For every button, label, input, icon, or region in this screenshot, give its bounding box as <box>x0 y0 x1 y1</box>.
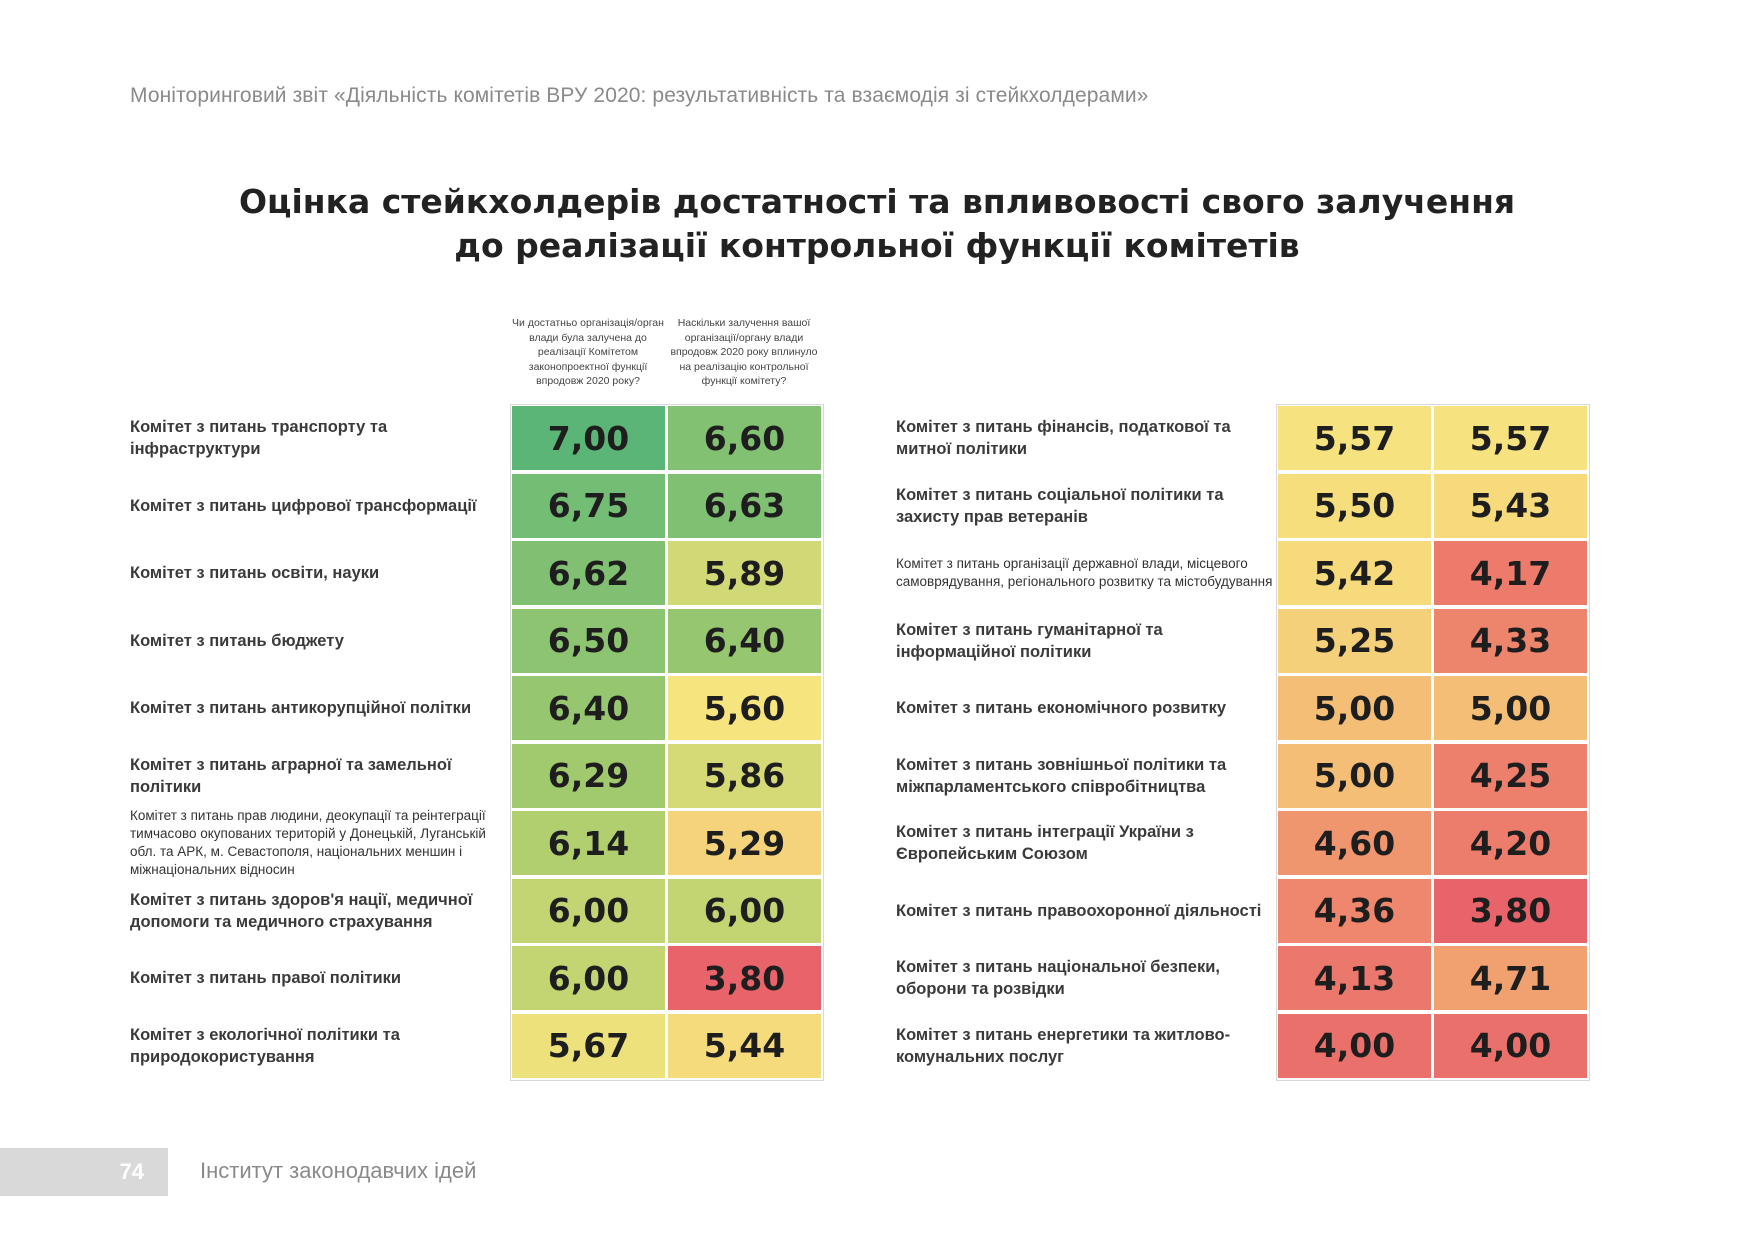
committee-label: Комітет з питань інтеграції України з Єв… <box>896 823 1194 863</box>
committee-label: Комітет з питань гуманітарної та інформа… <box>896 620 1163 661</box>
score-cell-influence: 6,40 <box>668 608 821 673</box>
score-cell-influence: 5,57 <box>1434 406 1587 470</box>
score-cell-sufficiency: 6,29 <box>512 743 665 808</box>
chart-title-line-1: Оцінка стейкхолдерів достатності та впли… <box>238 182 1516 221</box>
score-cell-sufficiency: 6,00 <box>512 946 665 1010</box>
score-cell-influence: 6,63 <box>668 473 821 538</box>
committee-label: Комітет з питань аграрної та замельної п… <box>130 755 452 796</box>
score-cell-influence: 5,89 <box>668 541 821 605</box>
chart-title-line-2: до реалізації контрольної функції коміте… <box>454 226 1300 265</box>
score-cell-influence: 3,80 <box>668 946 821 1010</box>
committee-label: Комітет з питань зовнішньої політики та … <box>896 755 1227 796</box>
score-cell-sufficiency: 5,57 <box>1278 406 1431 470</box>
committee-label: Комітет з питань національної безпеки, о… <box>896 958 1220 998</box>
score-cell-influence: 4,33 <box>1434 608 1587 673</box>
committee-label: Комітет з питань освіти, науки <box>130 564 380 582</box>
score-cell-sufficiency: 6,40 <box>512 676 665 740</box>
score-cell-sufficiency: 5,42 <box>1278 541 1431 605</box>
score-cell-sufficiency: 4,60 <box>1278 811 1431 875</box>
score-cell-sufficiency: 5,25 <box>1278 608 1431 673</box>
committee-label: Комітет з питань правоохоронної діяльнос… <box>896 901 1262 920</box>
right-table-frame <box>1276 404 1590 1081</box>
score-cell-influence: 4,71 <box>1434 946 1587 1010</box>
score-cell-influence: 3,80 <box>1434 878 1587 943</box>
committee-label: Комітет з питань енергетики та житлово-к… <box>896 1025 1231 1066</box>
score-cell-influence: 5,00 <box>1434 676 1587 740</box>
score-cell-sufficiency: 5,00 <box>1278 676 1431 740</box>
score-cell-influence: 5,60 <box>668 676 821 740</box>
score-cell-sufficiency: 5,67 <box>512 1013 665 1078</box>
committee-label: Комітет з питань цифрової трансформації <box>130 496 477 515</box>
footer-institute: Інститут законодавчих ідей <box>200 1158 477 1183</box>
committee-label: Комітет з питань антикорупційної політки <box>130 699 472 717</box>
committee-label: Комітет з питань фінансів, податкової та… <box>896 418 1231 458</box>
page-number: 74 <box>0 1148 168 1196</box>
score-cell-influence: 5,86 <box>668 743 821 808</box>
score-cell-sufficiency: 6,00 <box>512 878 665 943</box>
score-cell-sufficiency: 5,00 <box>1278 743 1431 808</box>
committee-label: Комітет з питань здоров'я нації, медично… <box>130 890 473 931</box>
score-cell-influence: 5,43 <box>1434 473 1587 538</box>
committee-label: Комітет з питань соціальної політики та … <box>896 485 1224 526</box>
score-cell-influence: 5,29 <box>668 811 821 875</box>
score-cell-sufficiency: 4,00 <box>1278 1013 1431 1078</box>
score-cell-sufficiency: 6,62 <box>512 541 665 605</box>
score-cell-sufficiency: 5,50 <box>1278 473 1431 538</box>
score-cell-sufficiency: 6,50 <box>512 608 665 673</box>
committee-label: Комітет з питань бюджету <box>130 631 344 650</box>
left-table-frame <box>510 404 824 1081</box>
column-header-influence: Наскільки залучення вашої організації/ор… <box>670 317 818 387</box>
committee-label: Комітет з екологічної політики та природ… <box>130 1025 400 1066</box>
committee-label: Комітет з питань транспорту та інфрастру… <box>130 418 388 458</box>
score-cell-influence: 4,17 <box>1434 541 1587 605</box>
score-cell-sufficiency: 6,75 <box>512 473 665 538</box>
score-cell-sufficiency: 4,13 <box>1278 946 1431 1010</box>
chart-title: Оцінка стейкхолдерів достатності та впли… <box>0 180 1754 268</box>
score-cell-influence: 4,20 <box>1434 811 1587 875</box>
score-cell-influence: 6,00 <box>668 878 821 943</box>
score-cell-influence: 4,25 <box>1434 743 1587 808</box>
score-cell-influence: 6,60 <box>668 406 821 470</box>
committee-label: Комітет з питань економічного розвитку <box>896 699 1227 717</box>
committee-label: Комітет з питань правої політики <box>130 969 402 987</box>
score-cell-sufficiency: 7,00 <box>512 406 665 470</box>
committee-label: Комітет з питань прав людини, деокупації… <box>130 808 486 877</box>
score-cell-influence: 4,00 <box>1434 1013 1587 1078</box>
committee-label: Комітет з питань організації державної в… <box>896 556 1273 589</box>
score-cell-sufficiency: 4,36 <box>1278 878 1431 943</box>
running-header: Моніторинговий звіт «Діяльність комітеті… <box>130 84 1149 107</box>
score-cell-influence: 5,44 <box>668 1013 821 1078</box>
score-cell-sufficiency: 6,14 <box>512 811 665 875</box>
column-header-sufficiency: Чи достатньо організація/орган влади бул… <box>512 317 664 387</box>
